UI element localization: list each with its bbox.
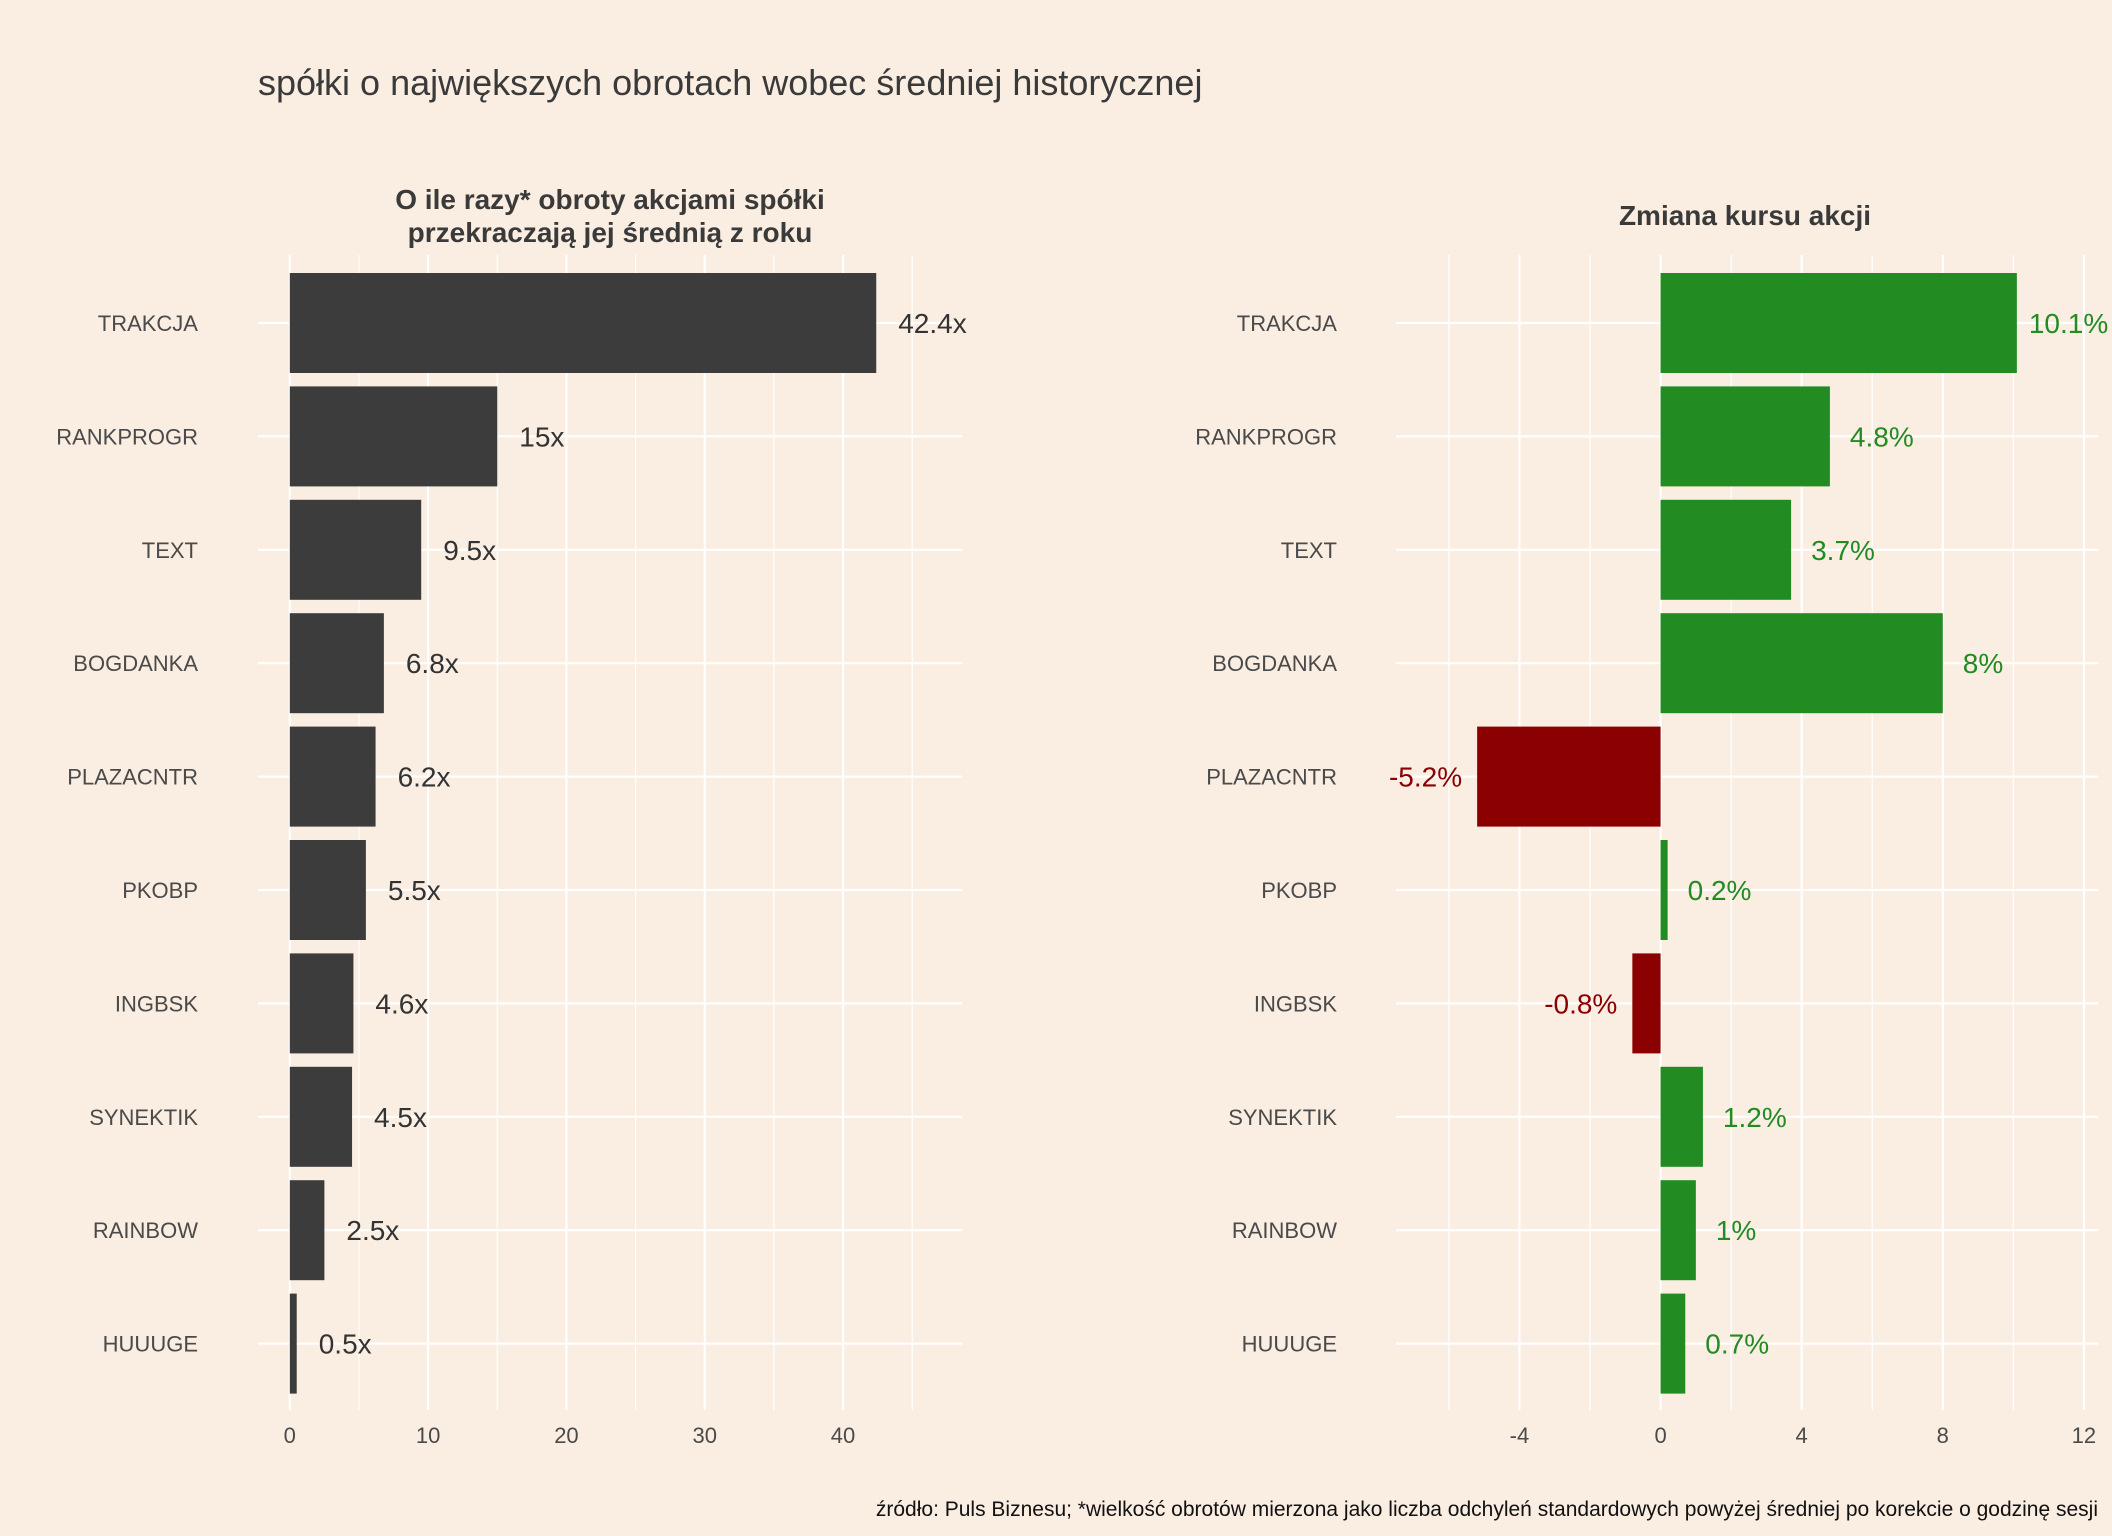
data-label: -5.2% <box>1389 762 1462 793</box>
category-label: BOGDANKA <box>1212 651 1337 676</box>
x-tick-label: -4 <box>1510 1423 1530 1448</box>
bar-plazacntr <box>1477 726 1661 827</box>
x-tick-label: 0 <box>284 1423 296 1448</box>
data-label: 4.6x <box>375 988 428 1019</box>
x-tick-label: 0 <box>1654 1423 1666 1448</box>
category-label: RANKPROGR <box>56 424 198 449</box>
category-label: INGBSK <box>1254 991 1337 1016</box>
bar-rainbow <box>289 1180 325 1281</box>
bar-pkobp <box>289 840 366 940</box>
x-tick-label: 30 <box>693 1423 717 1448</box>
category-label: SYNEKTIK <box>1228 1105 1337 1130</box>
bar-trakcja <box>1660 273 2017 373</box>
category-label: PKOBP <box>122 878 198 903</box>
x-tick-label: 40 <box>831 1423 855 1448</box>
left-panel-title-line-2: przekraczają jej średnią z roku <box>407 217 813 248</box>
data-label: 42.4x <box>898 308 967 339</box>
bar-ingbsk <box>289 953 354 1054</box>
data-label: 5.5x <box>388 875 441 906</box>
bar-ingbsk <box>1632 953 1661 1054</box>
category-label: TRAKCJA <box>1237 311 1338 336</box>
data-label: 3.7% <box>1811 535 1875 566</box>
bar-text <box>289 499 422 600</box>
bar-bogdanka <box>289 613 384 714</box>
data-label: 0.2% <box>1688 875 1752 906</box>
bar-pkobp <box>1660 840 1668 940</box>
data-label: 4.8% <box>1850 421 1914 452</box>
x-tick-label: 20 <box>554 1423 578 1448</box>
data-label: 1.2% <box>1723 1102 1787 1133</box>
data-label: 8% <box>1963 648 2003 679</box>
data-label: 2.5x <box>346 1215 399 1246</box>
left-panel-title-line-1: O ile razy* obroty akcjami spółki <box>395 184 825 215</box>
panel-turnover: TRAKCJA 42.4x RANKPROGR 15x TEXT 9.5x BOGDANKA… <box>56 255 967 1448</box>
bar-rainbow <box>1660 1180 1696 1281</box>
bar-huuuge <box>1660 1293 1686 1394</box>
category-label: PLAZACNTR <box>67 765 198 790</box>
left-panel-title: O ile razy* obroty akcjami spółki przekr… <box>290 183 930 249</box>
category-label: HUUUGE <box>103 1332 198 1357</box>
data-label: 10.1% <box>2029 308 2108 339</box>
bar-rankprogr <box>1660 386 1830 487</box>
bar-synektik <box>289 1066 353 1167</box>
x-tick-label: 8 <box>1937 1423 1949 1448</box>
category-label: RAINBOW <box>1232 1218 1337 1243</box>
category-label: TEXT <box>1281 538 1337 563</box>
x-tick-label: 12 <box>2072 1423 2096 1448</box>
panel-price-change: TRAKCJA 10.1% RANKPROGR 4.8% TEXT 3.7% BOGDANK… <box>1195 255 2108 1448</box>
bar-bogdanka <box>1660 613 1943 714</box>
category-label: TEXT <box>142 538 198 563</box>
data-label: 0.7% <box>1705 1329 1769 1360</box>
category-label: PLAZACNTR <box>1206 765 1337 790</box>
bar-rankprogr <box>289 386 498 487</box>
x-tick-label: 4 <box>1796 1423 1808 1448</box>
bar-huuuge <box>289 1293 297 1394</box>
data-label: 4.5x <box>374 1102 427 1133</box>
data-label: 9.5x <box>443 535 496 566</box>
bar-text <box>1660 499 1792 600</box>
data-label: 1% <box>1716 1215 1756 1246</box>
category-label: HUUUGE <box>1242 1332 1337 1357</box>
bar-synektik <box>1660 1066 1703 1167</box>
data-label: 6.8x <box>406 648 459 679</box>
data-label: 0.5x <box>319 1329 372 1360</box>
source-caption: źródło: Puls Biznesu; *wielkość obrotów … <box>875 1498 2098 1521</box>
category-label: SYNEKTIK <box>89 1105 198 1130</box>
category-label: RAINBOW <box>93 1218 198 1243</box>
category-label: PKOBP <box>1261 878 1337 903</box>
right-panel-title: Zmiana kursu akcji <box>1618 200 1872 231</box>
data-label: 6.2x <box>398 762 451 793</box>
x-tick-label: 10 <box>416 1423 440 1448</box>
chart-title: spółki o największych obrotach wobec śre… <box>258 62 1203 103</box>
category-label: INGBSK <box>115 991 198 1016</box>
data-label: 15x <box>519 421 564 452</box>
data-label: -0.8% <box>1544 988 1617 1019</box>
category-label: RANKPROGR <box>1195 424 1337 449</box>
category-label: TRAKCJA <box>98 311 199 336</box>
category-label: BOGDANKA <box>73 651 198 676</box>
bar-trakcja <box>289 273 877 373</box>
bar-plazacntr <box>289 726 376 827</box>
